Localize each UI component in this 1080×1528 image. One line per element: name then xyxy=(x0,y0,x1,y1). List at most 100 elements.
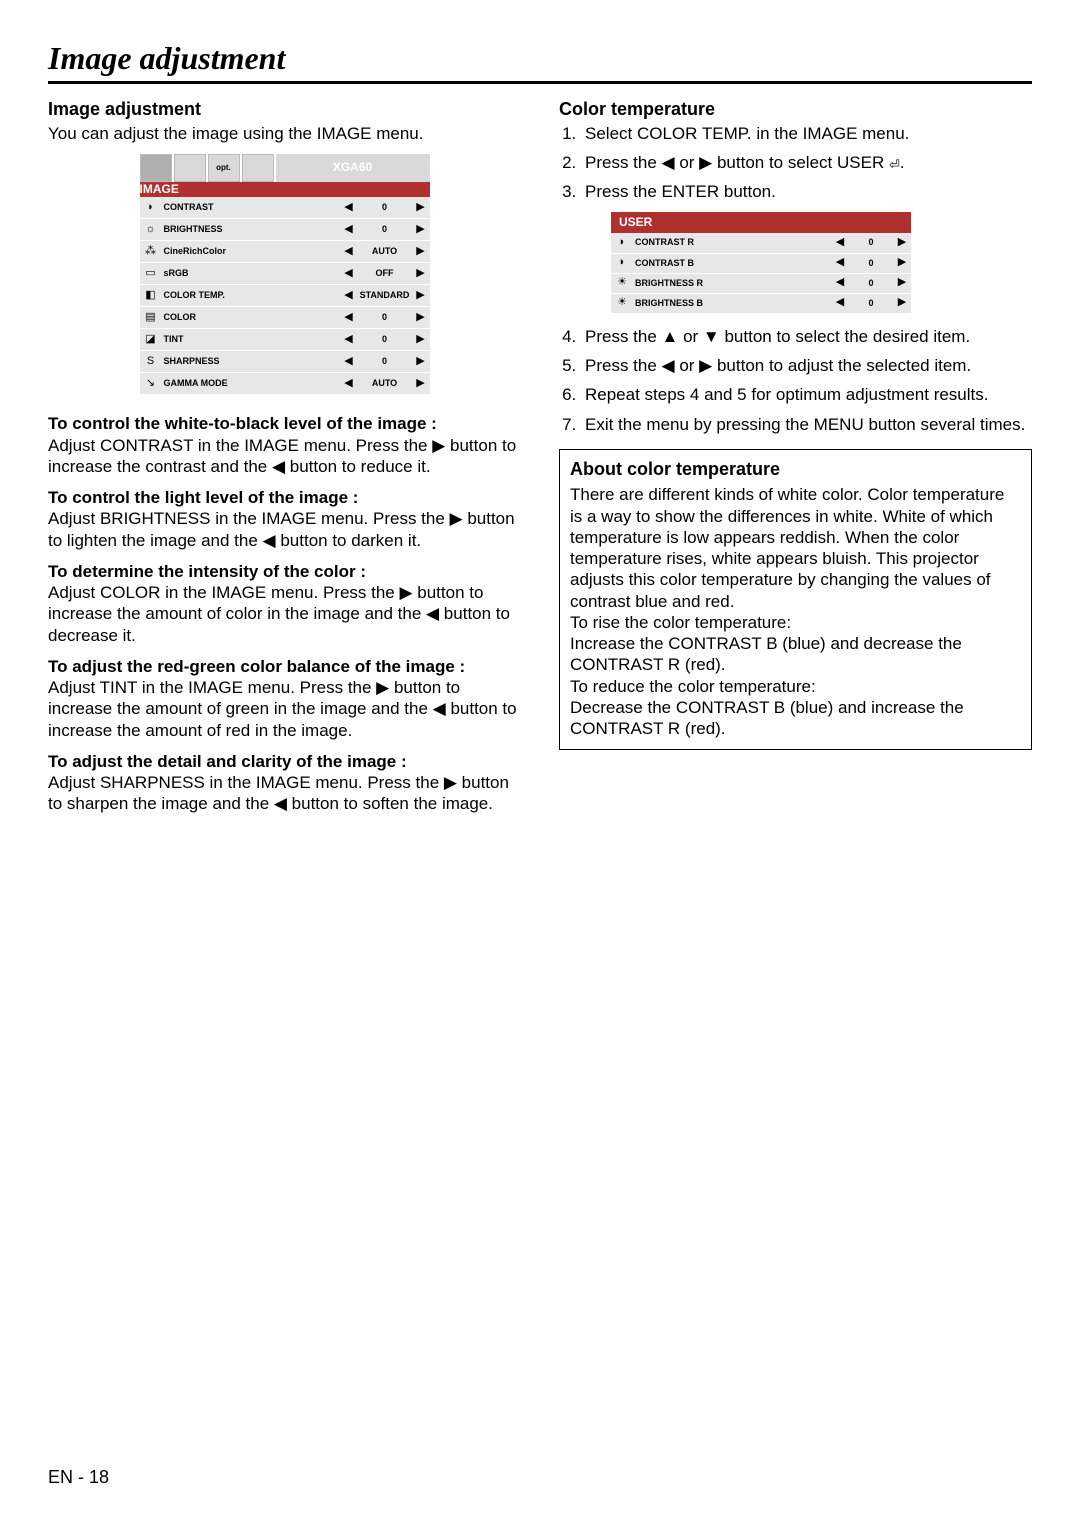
user-menu-rows: ◗ CONTRAST R ◀ 0 ▶ ◗ CONTRAST B ◀ 0 ▶ ☀ … xyxy=(611,233,911,313)
image-menu-header: IMAGE xyxy=(140,182,430,197)
right-arrow-icon: ▶ xyxy=(412,197,430,219)
left-arrow-icon: ◀ xyxy=(340,329,358,351)
right-arrow-icon: ▶ xyxy=(412,307,430,329)
step-item: Press the ◀ or ▶ button to adjust the se… xyxy=(581,355,1032,376)
user-row-value: 0 xyxy=(849,253,893,273)
left-arrow-icon: ◀ xyxy=(340,197,358,219)
about-color-temp-box: About color temperature There are differ… xyxy=(559,449,1032,751)
menu-row-label: CONTRAST xyxy=(162,197,340,219)
step-item: Exit the menu by pressing the MENU butto… xyxy=(581,414,1032,435)
left-arrow-icon: ◀ xyxy=(340,307,358,329)
menu-row-value: 0 xyxy=(358,329,412,351)
menu-row-icon: ▭ xyxy=(140,263,162,285)
menu-row-icon: ↘ xyxy=(140,373,162,395)
color-temp-steps-2: Press the ▲ or ▼ button to select the de… xyxy=(559,326,1032,435)
menu-row-label: CineRichColor xyxy=(162,241,340,263)
left-arrow-icon: ◀ xyxy=(831,293,849,313)
left-arrow-icon: ◀ xyxy=(340,351,358,373)
menu-tab-opt: opt. xyxy=(208,154,240,182)
menu-row-value: AUTO xyxy=(358,241,412,263)
menu-row-label: GAMMA MODE xyxy=(162,373,340,395)
image-menu-rows: ◗ CONTRAST ◀ 0 ▶ ☼ BRIGHTNESS ◀ 0 ▶ ⁂ Ci… xyxy=(140,197,430,395)
para-text: Adjust BRIGHTNESS in the IMAGE menu. Pre… xyxy=(48,509,515,549)
right-arrow-icon: ▶ xyxy=(893,253,911,273)
menu-row-label: COLOR xyxy=(162,307,340,329)
left-arrow-icon: ◀ xyxy=(340,219,358,241)
para-heading: To determine the intensity of the color … xyxy=(48,562,366,581)
menu-row-label: sRGB xyxy=(162,263,340,285)
left-arrow-icon: ◀ xyxy=(831,273,849,293)
menu-row-value: AUTO xyxy=(358,373,412,395)
menu-row-icon: ▤ xyxy=(140,307,162,329)
para-heading: To control the light level of the image … xyxy=(48,488,358,507)
menu-row-label: SHARPNESS xyxy=(162,351,340,373)
left-arrow-icon: ◀ xyxy=(831,233,849,253)
step-item: Select COLOR TEMP. in the IMAGE menu. xyxy=(581,123,1032,144)
menu-row-icon: ☼ xyxy=(140,219,162,241)
menu-mode-label: XGA60 xyxy=(276,154,430,182)
para-heading: To adjust the red-green color balance of… xyxy=(48,657,465,676)
menu-tab-icon xyxy=(242,154,274,182)
menu-row-value: STANDARD xyxy=(358,285,412,307)
menu-row-label: BRIGHTNESS xyxy=(162,219,340,241)
right-arrow-icon: ▶ xyxy=(412,373,430,395)
menu-row-label: COLOR TEMP. xyxy=(162,285,340,307)
para-heading: To adjust the detail and clarity of the … xyxy=(48,752,407,771)
left-arrow-icon: ◀ xyxy=(340,285,358,307)
user-row-label: CONTRAST R xyxy=(633,233,831,253)
left-arrow-icon: ◀ xyxy=(340,241,358,263)
right-arrow-icon: ▶ xyxy=(893,293,911,313)
left-arrow-icon: ◀ xyxy=(831,253,849,273)
user-row-label: BRIGHTNESS R xyxy=(633,273,831,293)
right-column: Color temperature Select COLOR TEMP. in … xyxy=(559,98,1032,825)
user-row-icon: ◗ xyxy=(611,233,633,253)
user-row-icon: ☀ xyxy=(611,273,633,293)
left-arrow-icon: ◀ xyxy=(340,263,358,285)
image-adjustment-heading: Image adjustment xyxy=(48,98,521,121)
para-text: Adjust CONTRAST in the IMAGE menu. Press… xyxy=(48,436,516,476)
left-arrow-icon: ◀ xyxy=(340,373,358,395)
menu-row-value: 0 xyxy=(358,197,412,219)
menu-row-icon: ◪ xyxy=(140,329,162,351)
user-row-value: 0 xyxy=(849,293,893,313)
para-text: Adjust TINT in the IMAGE menu. Press the… xyxy=(48,678,517,740)
menu-tab-icon xyxy=(140,154,172,182)
page-title: Image adjustment xyxy=(48,40,1032,84)
para-text: Adjust SHARPNESS in the IMAGE menu. Pres… xyxy=(48,773,509,813)
user-menu-header: USER xyxy=(611,212,911,233)
right-arrow-icon: ▶ xyxy=(412,329,430,351)
menu-row-label: TINT xyxy=(162,329,340,351)
step-item: Repeat steps 4 and 5 for optimum adjustm… xyxy=(581,384,1032,405)
right-arrow-icon: ▶ xyxy=(412,351,430,373)
step-item: Press the ENTER button. xyxy=(581,181,1032,202)
image-menu: opt. XGA60 IMAGE ◗ CONTRAST ◀ 0 ▶ ☼ BRIG… xyxy=(140,154,430,396)
menu-row-icon: S xyxy=(140,351,162,373)
right-arrow-icon: ▶ xyxy=(893,233,911,253)
about-color-temp-body: There are different kinds of white color… xyxy=(570,484,1021,739)
right-arrow-icon: ▶ xyxy=(893,273,911,293)
user-row-label: BRIGHTNESS B xyxy=(633,293,831,313)
right-arrow-icon: ▶ xyxy=(412,219,430,241)
menu-row-value: 0 xyxy=(358,219,412,241)
user-row-icon: ◗ xyxy=(611,253,633,273)
menu-row-icon: ⁂ xyxy=(140,241,162,263)
image-paragraphs: To control the white-to-black level of t… xyxy=(48,413,521,814)
menu-row-icon: ◗ xyxy=(140,197,162,219)
para-text: Adjust COLOR in the IMAGE menu. Press th… xyxy=(48,583,510,645)
user-row-icon: ☀ xyxy=(611,293,633,313)
page-number: EN - 18 xyxy=(48,1467,109,1488)
menu-row-icon: ◧ xyxy=(140,285,162,307)
para-heading: To control the white-to-black level of t… xyxy=(48,414,437,433)
user-row-value: 0 xyxy=(849,233,893,253)
user-row-value: 0 xyxy=(849,273,893,293)
menu-row-value: OFF xyxy=(358,263,412,285)
about-color-temp-heading: About color temperature xyxy=(570,458,1021,481)
image-adjustment-intro: You can adjust the image using the IMAGE… xyxy=(48,123,521,144)
menu-tab-icon xyxy=(174,154,206,182)
right-arrow-icon: ▶ xyxy=(412,241,430,263)
color-temp-heading: Color temperature xyxy=(559,98,1032,121)
menu-row-value: 0 xyxy=(358,351,412,373)
left-column: Image adjustment You can adjust the imag… xyxy=(48,98,521,825)
right-arrow-icon: ▶ xyxy=(412,285,430,307)
menu-row-value: 0 xyxy=(358,307,412,329)
